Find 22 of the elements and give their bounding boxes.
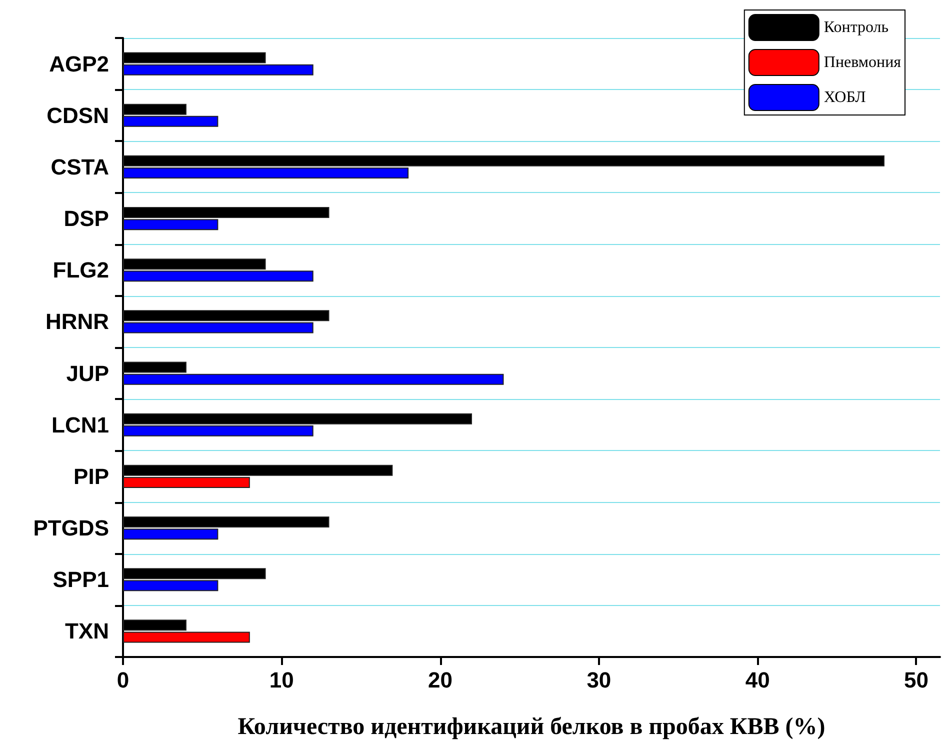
- x-tick-label: 10: [269, 668, 294, 692]
- x-tick-label: 0: [116, 668, 130, 692]
- y-tick-label: SPP1: [52, 567, 109, 592]
- y-tick-label: DSP: [64, 206, 109, 232]
- y-tick-label: PTGDS: [33, 516, 109, 541]
- legend-label: Контроль: [824, 19, 889, 36]
- legend-label: ХОБЛ: [824, 89, 866, 106]
- y-tick-label: HRNR: [45, 309, 110, 334]
- y-tick-label: AGP2: [49, 51, 109, 76]
- x-axis-title: Количество идентификаций белков в пробах КВВ (%): [238, 714, 826, 740]
- y-tick-label: CSTA: [50, 154, 110, 180]
- x-tick-label: 20: [428, 668, 453, 692]
- y-tick-label: CDSN: [46, 102, 109, 128]
- y-tick-label: LCN1: [52, 412, 109, 438]
- y-tick-label: JUP: [66, 360, 109, 386]
- x-tick-label: 30: [586, 668, 612, 692]
- y-tick-label: FLG2: [52, 258, 109, 283]
- x-tick-label: 50: [904, 668, 928, 692]
- y-tick-label: PIP: [74, 464, 109, 489]
- y-tick-label: TXN: [65, 618, 109, 644]
- x-tick-label: 40: [745, 668, 770, 692]
- legend-label: Пневмония: [824, 54, 902, 71]
